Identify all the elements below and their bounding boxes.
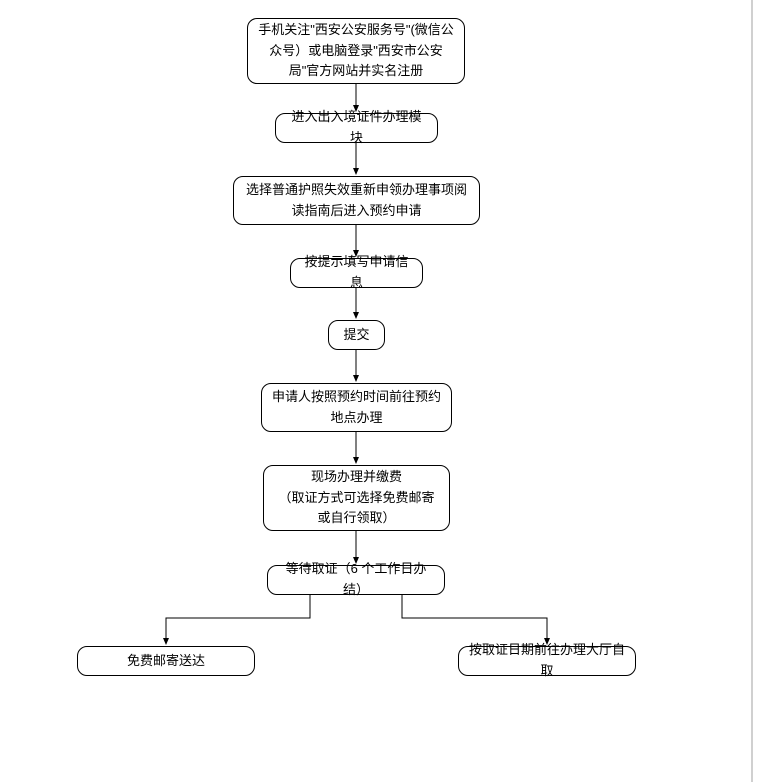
node-label: 按取证日期前往办理大厅自取: [469, 640, 625, 682]
node-wait-collect: 等待取证（6 个工作日办结）: [267, 565, 445, 595]
node-enter-module: 进入出入境证件办理模块: [275, 113, 438, 143]
node-visit-location: 申请人按照预约时间前往预约地点办理: [261, 383, 452, 432]
node-label: 申请人按照预约时间前往预约地点办理: [272, 387, 441, 429]
node-free-mail: 免费邮寄送达: [77, 646, 255, 676]
node-onsite-pay: 现场办理并缴费（取证方式可选择免费邮寄或自行领取）: [263, 465, 450, 531]
node-label: 选择普通护照失效重新申领办理事项阅读指南后进入预约申请: [244, 180, 469, 222]
node-label: 提交: [343, 325, 369, 346]
node-label: 免费邮寄送达: [127, 651, 205, 672]
node-label: 等待取证（6 个工作日办结）: [278, 559, 434, 601]
node-label: 手机关注"西安公安服务号"(微信公众号）或电脑登录"西安市公安局"官方网站并实名…: [258, 20, 454, 82]
node-select-service: 选择普通护照失效重新申领办理事项阅读指南后进入预约申请: [233, 176, 480, 225]
node-submit: 提交: [328, 320, 385, 350]
node-fill-info: 按提示填写申请信息: [290, 258, 423, 288]
node-label: 现场办理并缴费（取证方式可选择免费邮寄或自行领取）: [274, 467, 439, 529]
node-self-pickup: 按取证日期前往办理大厅自取: [458, 646, 636, 676]
flowchart-container: 手机关注"西安公安服务号"(微信公众号）或电脑登录"西安市公安局"官方网站并实名…: [0, 0, 761, 782]
node-register: 手机关注"西安公安服务号"(微信公众号）或电脑登录"西安市公安局"官方网站并实名…: [247, 18, 465, 84]
node-label: 按提示填写申请信息: [301, 252, 412, 294]
node-label: 进入出入境证件办理模块: [286, 107, 427, 149]
